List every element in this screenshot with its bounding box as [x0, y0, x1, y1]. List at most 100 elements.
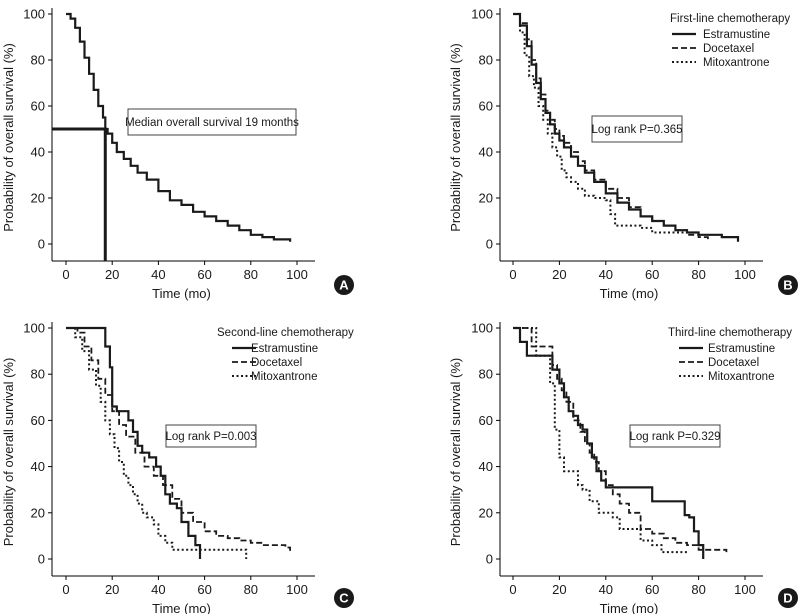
- x-tick-label: 0: [62, 267, 69, 282]
- series-line-docetaxel: [513, 327, 728, 553]
- x-axis-label: Time (mo): [600, 601, 659, 614]
- x-tick-label: 40: [599, 267, 613, 282]
- y-tick-label: 20: [31, 505, 45, 520]
- panel-label: D: [783, 591, 792, 606]
- y-axis-label: Probability of overall survival (%): [1, 43, 16, 232]
- x-tick-label: 40: [151, 267, 165, 282]
- x-tick-label: 100: [286, 582, 308, 597]
- annotation-text: Log rank P=0.365: [591, 124, 682, 136]
- legend-entry: Docetaxel: [708, 357, 759, 369]
- y-tick-label: 100: [471, 321, 493, 336]
- y-tick-label: 0: [486, 552, 493, 567]
- x-tick-label: 60: [645, 267, 659, 282]
- x-tick-label: 40: [151, 582, 165, 597]
- x-axis-label: Time (mo): [600, 286, 659, 301]
- panel-badge: [334, 588, 354, 608]
- x-tick-label: 80: [244, 582, 258, 597]
- y-tick-label: 80: [31, 53, 45, 68]
- y-tick-label: 60: [31, 99, 45, 114]
- panel-label: A: [339, 278, 349, 293]
- legend: First-line chemotherapy Estramustine Docet…: [670, 13, 790, 69]
- y-tick-label: 40: [31, 459, 45, 474]
- legend-title: Second-line chemotherapy: [217, 327, 354, 339]
- annotation-text: Log rank P=0.329: [629, 431, 720, 443]
- series-line-mitoxantrone: [513, 13, 700, 238]
- series-line-docetaxel: [66, 327, 291, 553]
- y-axis-label: Probability of overall survival (%): [1, 358, 16, 547]
- legend-title: Third-line chemotherapy: [668, 327, 792, 339]
- series-line-docetaxel: [513, 13, 709, 240]
- x-tick-label: 60: [197, 267, 211, 282]
- legend-entry: Mitoxantrone: [708, 371, 774, 383]
- y-tick-label: 100: [471, 7, 493, 22]
- y-tick-label: 20: [479, 505, 493, 520]
- y-tick-label: 40: [479, 145, 493, 160]
- annotation-text: Median overall survival 19 months: [125, 117, 299, 129]
- annotation-text: Log rank P=0.003: [165, 431, 256, 443]
- series-line-estramustine: [66, 326, 202, 559]
- y-axis-label: Probability of overall survival (%): [448, 43, 463, 232]
- panel-badge: [778, 588, 798, 608]
- annotation-box: [591, 115, 683, 143]
- legend-entry: Estramustine: [708, 343, 775, 355]
- x-tick-label: 20: [552, 582, 566, 597]
- y-tick-label: 100: [23, 321, 45, 336]
- x-axis-label: Time (mo): [152, 601, 211, 614]
- y-tick-label: 0: [38, 237, 45, 252]
- x-tick-label: 80: [691, 267, 705, 282]
- series-line-overall: [66, 12, 292, 242]
- y-tick-label: 20: [479, 191, 493, 206]
- panel-badge: [778, 275, 798, 295]
- panel-label: B: [783, 278, 792, 293]
- x-tick-label: 100: [734, 267, 756, 282]
- y-tick-label: 0: [38, 552, 45, 567]
- y-tick-label: 80: [479, 53, 493, 68]
- chart-panel-a: 0 20 40 60 80 100 0 20 40 60 80 100 Time (mo) Probabi…: [1, 7, 354, 301]
- y-tick-label: 40: [31, 145, 45, 160]
- chart-panel-d: 0 20 40 60 80 100 0 20 40 60 80 100 Time (mo) Probabi…: [448, 321, 798, 614]
- legend-title: First-line chemotherapy: [670, 13, 790, 25]
- x-tick-label: 60: [645, 582, 659, 597]
- annotation-box: [629, 424, 721, 448]
- x-tick-label: 100: [734, 582, 756, 597]
- y-tick-label: 80: [31, 367, 45, 382]
- x-tick-label: 40: [599, 582, 613, 597]
- x-tick-label: 0: [509, 267, 516, 282]
- y-tick-label: 20: [31, 191, 45, 206]
- legend-entry: Mitoxantrone: [251, 371, 317, 383]
- legend: Third-line chemotherapy Estramustine Docet…: [668, 327, 792, 383]
- legend: Second-line chemotherapy Estramustine Doce…: [217, 327, 354, 383]
- panel-label: C: [339, 591, 349, 606]
- y-tick-label: 60: [479, 413, 493, 428]
- x-tick-label: 20: [105, 267, 119, 282]
- y-tick-label: 60: [479, 99, 493, 114]
- x-axis-label: Time (mo): [152, 286, 211, 301]
- x-tick-label: 100: [286, 267, 308, 282]
- x-tick-label: 80: [244, 267, 258, 282]
- y-tick-label: 0: [486, 237, 493, 252]
- chart-panel-c: 0 20 40 60 80 100 0 20 40 60 80 100 Time (mo) Probabi…: [1, 321, 354, 614]
- y-tick-label: 40: [479, 459, 493, 474]
- legend-entry: Estramustine: [251, 343, 318, 355]
- legend-entry: Mitoxantrone: [703, 57, 769, 69]
- x-tick-label: 80: [691, 582, 705, 597]
- x-tick-label: 0: [62, 582, 69, 597]
- y-tick-label: 80: [479, 367, 493, 382]
- legend-entry: Docetaxel: [703, 43, 754, 55]
- legend-entry: Estramustine: [703, 29, 770, 41]
- series-line-mitoxantrone: [513, 327, 687, 554]
- x-tick-label: 20: [552, 267, 566, 282]
- x-tick-label: 20: [105, 582, 119, 597]
- y-tick-label: 60: [31, 413, 45, 428]
- chart-panel-b: 0 20 40 60 80 100 0 20 40 60 80 100 Time (mo) Probabi…: [448, 7, 798, 301]
- y-tick-label: 100: [23, 7, 45, 22]
- annotation-box: [127, 108, 297, 136]
- y-axis-label: Probability of overall survival (%): [448, 358, 463, 547]
- x-tick-label: 60: [197, 582, 211, 597]
- panel-badge: [334, 275, 354, 295]
- x-tick-label: 0: [509, 582, 516, 597]
- legend-entry: Docetaxel: [251, 357, 302, 369]
- median-marker-line: [52, 127, 107, 261]
- annotation-box: [165, 424, 257, 448]
